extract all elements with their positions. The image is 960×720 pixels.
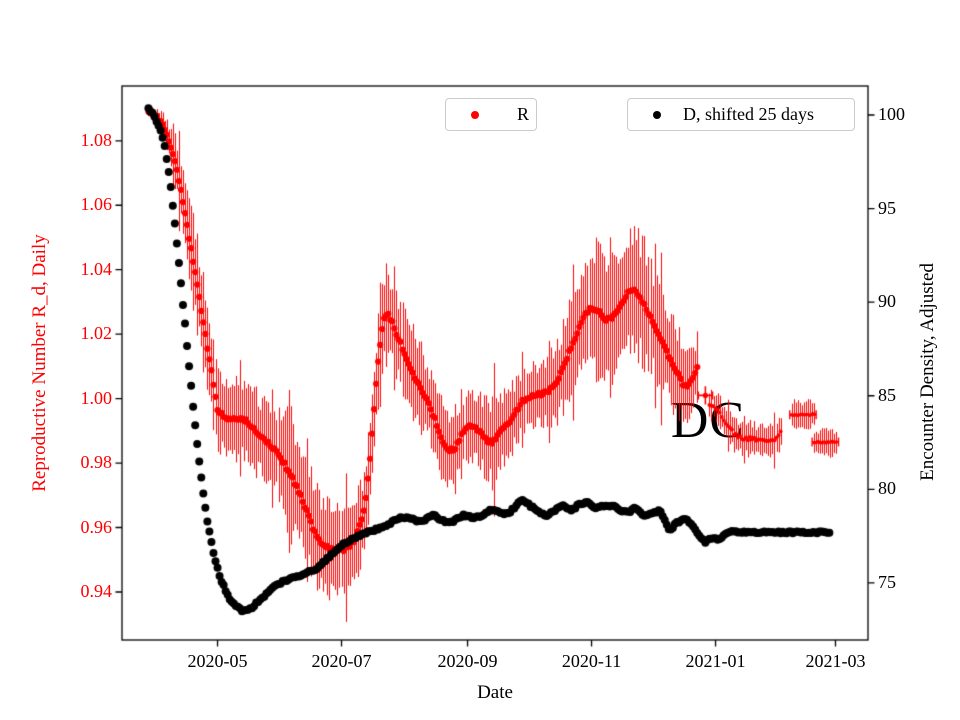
- y-right-tick-label: 90: [878, 291, 896, 312]
- y-right-tick-label: 100: [878, 104, 905, 125]
- y-axis-label-left: Reproductive Number R_d, Daily: [29, 234, 50, 492]
- y-left-tick-label: 0.98: [80, 452, 113, 473]
- x-tick-label: 2020-11: [561, 651, 622, 671]
- legend-d: D, shifted 25 days: [627, 98, 855, 131]
- y-axis-label-right: Encounter Density, Adjusted: [917, 263, 938, 481]
- legend-r: R: [445, 98, 537, 131]
- legend-marker-r-icon: [471, 110, 479, 119]
- y-right-tick-label: 80: [878, 478, 896, 499]
- x-tick-label: 2021-03: [805, 651, 866, 671]
- y-right-tick-label: 85: [878, 384, 896, 405]
- legend-label-r: R: [517, 104, 530, 124]
- y-left-tick-label: 1.04: [80, 258, 113, 279]
- y-right-tick-label: 95: [878, 197, 896, 218]
- x-tick-label: 2020-09: [437, 651, 498, 671]
- y-left-tick-label: 0.96: [80, 516, 113, 537]
- x-tick-label: 2021-01: [685, 651, 746, 671]
- y-left-tick-label: 1.00: [80, 387, 113, 408]
- x-tick-label: 2020-05: [187, 651, 248, 671]
- y-left-tick-label: 1.02: [80, 323, 113, 344]
- legend-marker-d-icon: [653, 110, 661, 119]
- x-tick-label: 2020-07: [311, 651, 372, 671]
- legend-label-d: D, shifted 25 days: [683, 104, 814, 124]
- y-left-tick-label: 0.94: [80, 581, 113, 602]
- x-axis-label: Date: [477, 682, 513, 703]
- y-left-tick-label: 1.06: [80, 194, 113, 215]
- y-left-tick-label: 1.08: [80, 129, 113, 150]
- y-right-tick-label: 75: [878, 571, 896, 592]
